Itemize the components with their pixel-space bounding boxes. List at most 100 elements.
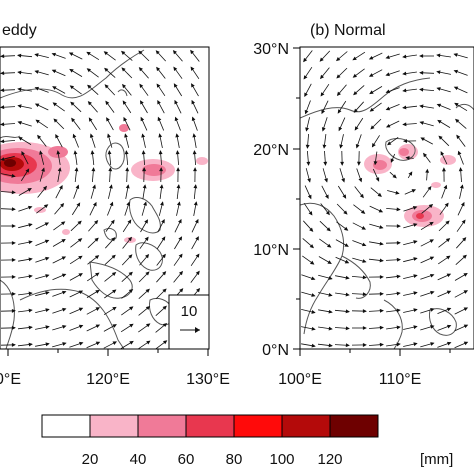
wind-vector-head (461, 219, 466, 224)
wind-vector-head (336, 57, 341, 62)
colorbar-label: 80 (226, 451, 243, 468)
wind-vector-head (379, 258, 384, 263)
wind-vector-head (121, 67, 126, 72)
wind-vector-head (344, 259, 350, 264)
wind-vector-head (344, 226, 349, 231)
wind-vector-head (162, 323, 168, 328)
wind-vector-head (28, 342, 33, 347)
panel-b-map (300, 47, 474, 349)
wind-vector-head (121, 50, 126, 55)
wind-vector-head (78, 273, 83, 277)
wind-vector-head (463, 341, 469, 346)
wind-vector-head (361, 226, 367, 230)
wind-vector-head (358, 177, 363, 183)
wind-vector-head (328, 309, 333, 314)
wind-vector-head (311, 343, 316, 348)
wind-vector-head (419, 104, 424, 109)
wind-vector-head (379, 342, 384, 347)
wind-vector-head (190, 66, 195, 71)
wind-vector-head (402, 54, 407, 59)
wind-vector-head (413, 274, 418, 279)
wind-vector-head (305, 144, 310, 149)
wind-vector-head (111, 254, 116, 259)
wind-vector-head (345, 292, 350, 297)
wind-vector-head (360, 209, 366, 214)
wind-vector-head (385, 72, 390, 77)
wind-vector-head (328, 343, 333, 348)
wind-vector-head (75, 184, 80, 190)
wind-vector-head (463, 307, 469, 312)
wind-vector-head (28, 205, 33, 210)
wind-vector-head (419, 121, 424, 125)
wind-vector-head (146, 323, 151, 328)
wind-vector-head (11, 207, 16, 212)
wind-vector-head (107, 133, 111, 138)
wind-vector-head (128, 306, 134, 311)
wind-vector-head (311, 309, 316, 314)
wind-vector-head (162, 305, 167, 310)
panel-a-wind-vectors (0, 49, 202, 349)
wind-vector-head (44, 239, 50, 244)
wind-vector-head (457, 150, 462, 156)
wind-vector-head (45, 308, 50, 313)
wind-vector-head (61, 221, 66, 226)
wind-vector-head (446, 290, 452, 295)
wind-vector-head (303, 75, 308, 80)
wind-vector-head (110, 219, 115, 224)
panel-b-title: (b) Normal (310, 22, 386, 39)
wind-vector-head (128, 254, 133, 259)
panel-b-ytick-2: 10°N (253, 242, 289, 259)
wind-vector-head (463, 290, 469, 294)
wind-vector-head (379, 225, 384, 229)
wind-vector-head (379, 275, 384, 279)
wind-vector-head (45, 256, 50, 261)
wind-vector-head (11, 173, 16, 178)
wind-vector-head (413, 308, 418, 312)
colorbar-swatch (329, 414, 379, 438)
wind-vector-head (453, 86, 459, 91)
wind-vector-head (77, 220, 82, 225)
colorbar-label: 100 (269, 451, 294, 468)
colorbar-swatch (185, 414, 235, 438)
wind-vector-head (173, 83, 178, 88)
wind-vector-head (89, 133, 94, 138)
wind-vector-head (325, 194, 329, 200)
wind-vector-head (429, 239, 435, 243)
wind-vector-head (178, 218, 182, 224)
wind-vector-head (87, 101, 92, 106)
wind-vector-head (28, 274, 33, 279)
wind-vector-head (429, 221, 434, 226)
wind-vector-head (378, 208, 384, 213)
wind-vector-head (411, 189, 417, 193)
colorbar-unit: [mm] (420, 451, 453, 468)
wind-vector-head (379, 325, 384, 330)
wind-vector-head (445, 238, 451, 243)
wind-vector-head (413, 342, 418, 347)
wind-vector-head (45, 325, 50, 330)
colorbar-label: 20 (82, 451, 99, 468)
wind-vector-head (141, 133, 146, 138)
wind-vector-head (41, 167, 45, 172)
wind-vector-head (105, 100, 110, 105)
wind-vector-head (86, 68, 91, 73)
wind-vector-head (34, 70, 39, 74)
panel-a: eddy (0, 22, 230, 388)
wind-vector-head (77, 238, 83, 243)
wind-vector-head (95, 307, 101, 311)
wind-vector-head (328, 326, 333, 331)
wind-vector-head (11, 224, 16, 228)
wind-vector-head (436, 87, 441, 91)
wind-vector-head (34, 103, 40, 108)
panel-b-frame (299, 46, 474, 350)
wind-vector-head (328, 292, 333, 297)
wind-vector-head (438, 135, 443, 140)
wind-vector-head (139, 83, 144, 88)
wind-vector-head (446, 273, 452, 278)
wind-vector-head (178, 253, 183, 258)
wind-vector-head (343, 210, 348, 215)
wind-vector-head (78, 324, 84, 329)
wind-vector-head (362, 242, 367, 247)
wind-vector-head (45, 274, 50, 278)
wind-vector-head (39, 150, 43, 155)
